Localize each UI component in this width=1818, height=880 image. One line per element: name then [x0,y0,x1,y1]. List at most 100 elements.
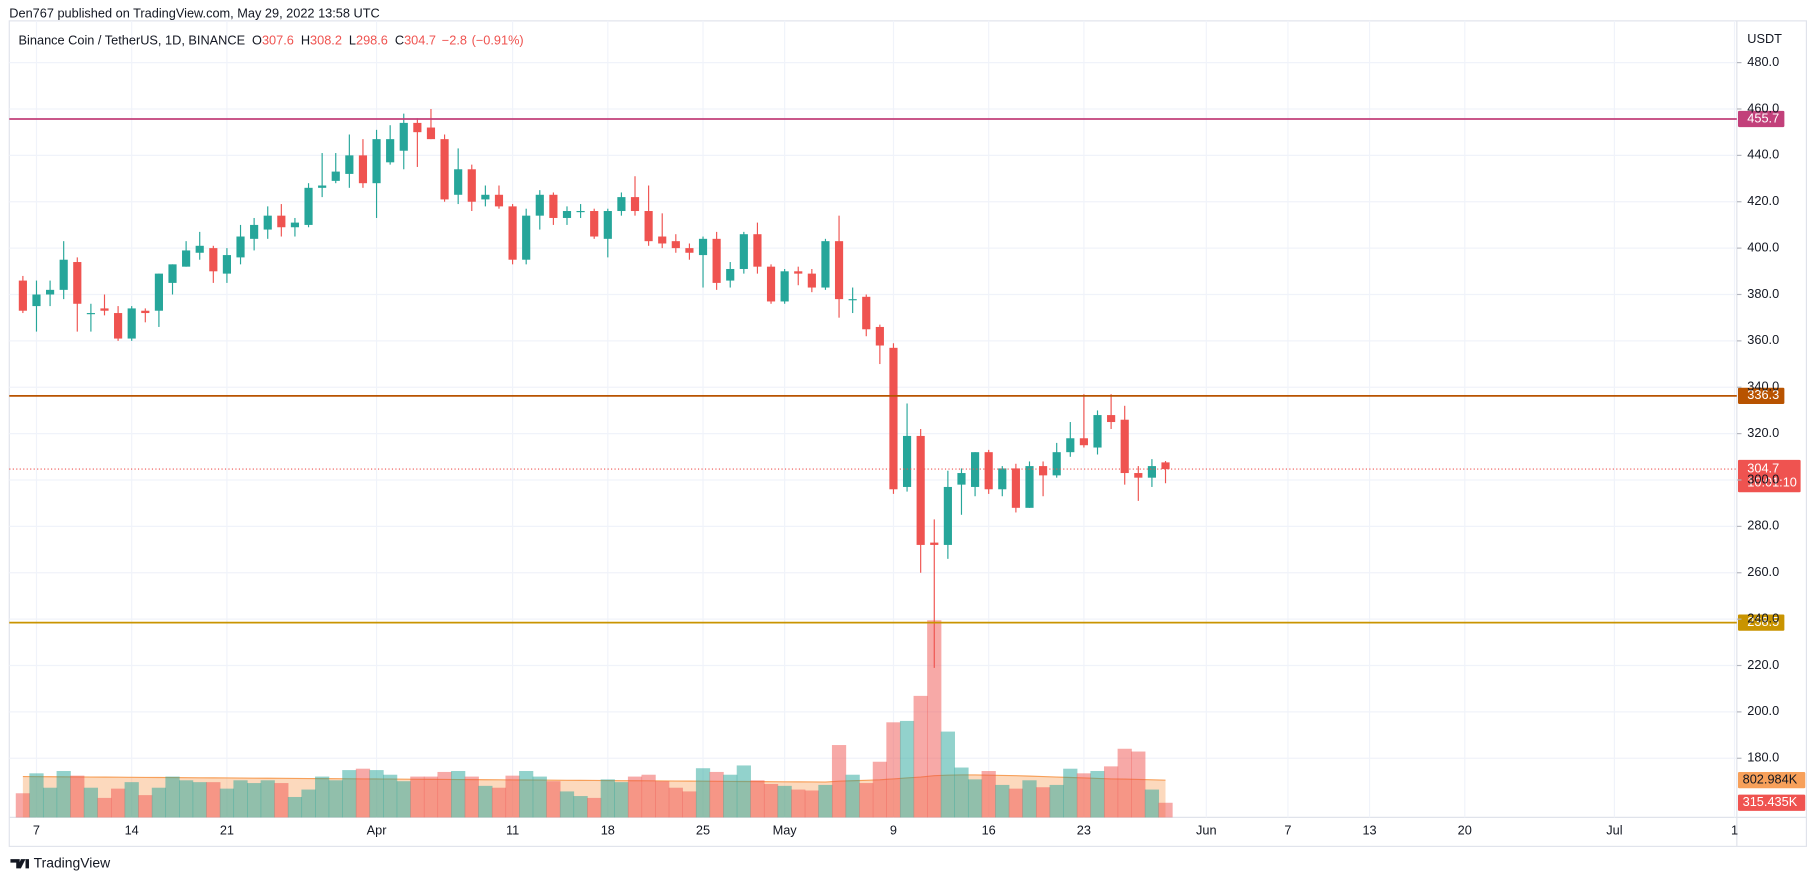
volume-bar [804,790,819,818]
volume-bar [709,771,724,818]
candle-body [685,248,694,253]
candle-body [875,326,884,346]
y-tick-label: 180.0 [1747,750,1779,765]
x-tick-label: Jul [1606,823,1622,838]
level-label: 336.3 [1747,387,1779,402]
candle-body [902,435,912,487]
volume-bar [287,796,303,818]
level-label-bg [1737,614,1785,631]
legend-change-pct: (−0.91%) [472,33,524,48]
volume-bar [328,780,343,818]
volume-pane [15,620,1173,818]
candle-body [1147,466,1156,478]
volume-bar [124,782,139,818]
candle-body [86,313,95,315]
volume-bar [655,781,670,818]
candle-body [440,139,449,200]
volume-bar [573,796,588,818]
volume-bar [818,784,833,818]
volume-bar [791,789,806,818]
volume-label: 315.435K [1743,794,1798,809]
candle-body [671,241,680,249]
volume-bar [301,789,316,818]
candle-body [1107,415,1116,423]
brand-name: TradingView [34,854,111,870]
volume-bar [342,770,357,818]
volume-bar [668,787,683,818]
volume-bar [736,765,751,818]
y-tick-label: 460.0 [1747,100,1779,115]
candle-body [426,127,436,140]
volume-bar [410,776,425,818]
level-label-bg [1737,387,1785,404]
y-unit: USDT [1747,31,1782,46]
volume-bar [1076,773,1092,818]
candle-body [698,238,708,256]
x-tick-label: 18 [601,823,615,838]
volume-bar [247,783,262,818]
legend-value: 304.7 [404,33,436,48]
candle-body [1093,415,1102,448]
volume-bar [1049,784,1064,818]
volume-bar [1131,751,1146,818]
volume-bar [587,797,602,818]
logo-icon [10,859,29,869]
candle-body [1039,466,1048,476]
volume-bar [491,787,507,818]
volume-bar [519,771,534,818]
candle-body [753,234,762,267]
candle-body [290,222,300,228]
volume-bar [56,771,71,818]
volume-bar [151,787,167,818]
candle-body [1079,438,1088,446]
last-price-bg [1737,459,1801,493]
volume-bar [97,797,112,818]
candles [18,108,1170,668]
candle-body [1025,466,1034,508]
candle-body [916,435,925,545]
candle-body [318,185,327,188]
x-tick-label: 7 [1284,823,1291,838]
candle-body [1052,452,1061,476]
level-label-bg [1737,110,1785,128]
x-tick-label: 7 [33,823,40,838]
candle-body [32,294,41,307]
candle-body [630,197,640,212]
volume-bar [682,791,697,818]
axes: 180.0 200.0 220.0 240.0 260.0 280.0 300.0 320.0… [33,54,1779,838]
volume-bar [1022,780,1037,818]
candle-body [984,452,993,490]
candle-body [73,262,82,304]
candle-body [386,139,395,163]
candle-body [726,268,735,281]
candle-body [508,206,517,260]
candle-body [644,211,653,242]
grid [9,20,1737,818]
candle-body [862,296,871,330]
candle-body [222,255,232,274]
publisher: Den767 published on TradingView.com, May… [9,5,379,20]
volume-bar [396,781,411,818]
candle-body [100,308,109,311]
volume-bar [206,782,221,818]
volume-bar [505,775,520,818]
volume-bar [369,770,384,818]
candle-body [454,169,463,195]
volume-bar [845,774,860,818]
candle-body [807,273,816,288]
candle-body [331,171,340,181]
candle-body [739,234,748,269]
candle-body [154,273,163,311]
candle-body [277,215,286,228]
volume-bar [927,620,942,818]
candle-body [970,452,980,487]
volume-bar [1117,748,1132,818]
volume-bar [70,775,85,818]
volume-bar [899,720,915,818]
volume-bar [451,771,466,818]
volume-ma-line [22,774,1166,783]
volume-bar [165,776,180,818]
volume-bar [110,788,126,818]
candle-body [195,245,204,253]
